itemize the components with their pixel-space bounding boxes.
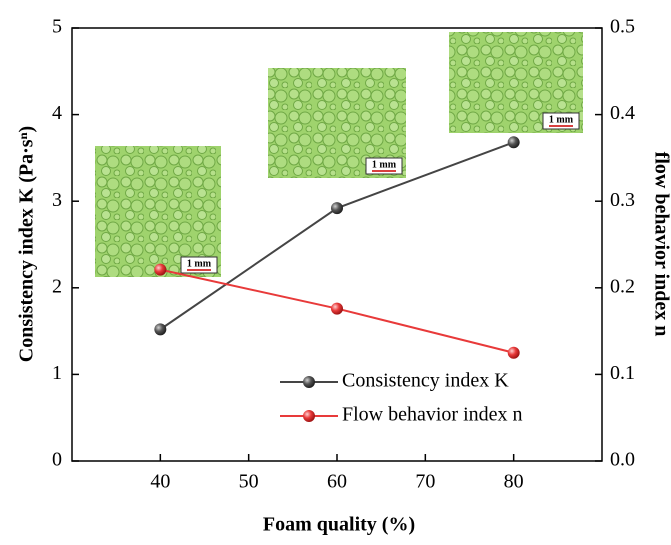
legend-label: Consistency index K [342,370,509,392]
y2-axis-title: flow behavior index n [650,152,671,337]
x-tick-label: 60 [327,471,347,493]
micrograph [95,146,221,277]
point [507,136,520,149]
x-tick-label: 70 [415,471,435,493]
legend-label: Flow behavior index n [342,404,523,426]
scale-label: 1 mm [187,258,212,269]
y2-tick-label: 0.1 [610,362,635,384]
x-tick-label: 80 [504,471,524,493]
scale-label: 1 mm [372,159,397,170]
y2-tick-label: 0.2 [610,275,635,297]
y-tick-label: 4 [52,102,62,124]
x-tick-label: 40 [150,471,170,493]
y-tick-label: 0 [52,449,62,471]
scale-box [542,112,580,130]
point [154,323,167,336]
legend-marker [303,410,315,422]
scale-box [365,157,403,175]
y-tick-label: 2 [52,275,62,297]
y-axis-title: Consistency index K (Pa·sⁿ) [16,126,38,362]
y2-tick-label: 0.4 [610,102,635,124]
y2-tick-label: 0.0 [610,449,635,471]
x-axis-title: Foam quality (%) [263,514,415,536]
legend-marker [303,376,315,388]
y2-tick-label: 0.5 [610,16,635,38]
y-tick-label: 3 [52,189,62,211]
scale-box [180,256,218,274]
point [331,302,343,315]
point [507,346,520,359]
x-tick-label: 50 [239,471,259,493]
y2-tick-label: 0.3 [610,189,635,211]
point [154,263,167,276]
scale-label: 1 mm [549,114,574,125]
y-tick-label: 1 [52,362,62,384]
y-tick-label: 5 [52,16,62,38]
point [331,202,343,215]
